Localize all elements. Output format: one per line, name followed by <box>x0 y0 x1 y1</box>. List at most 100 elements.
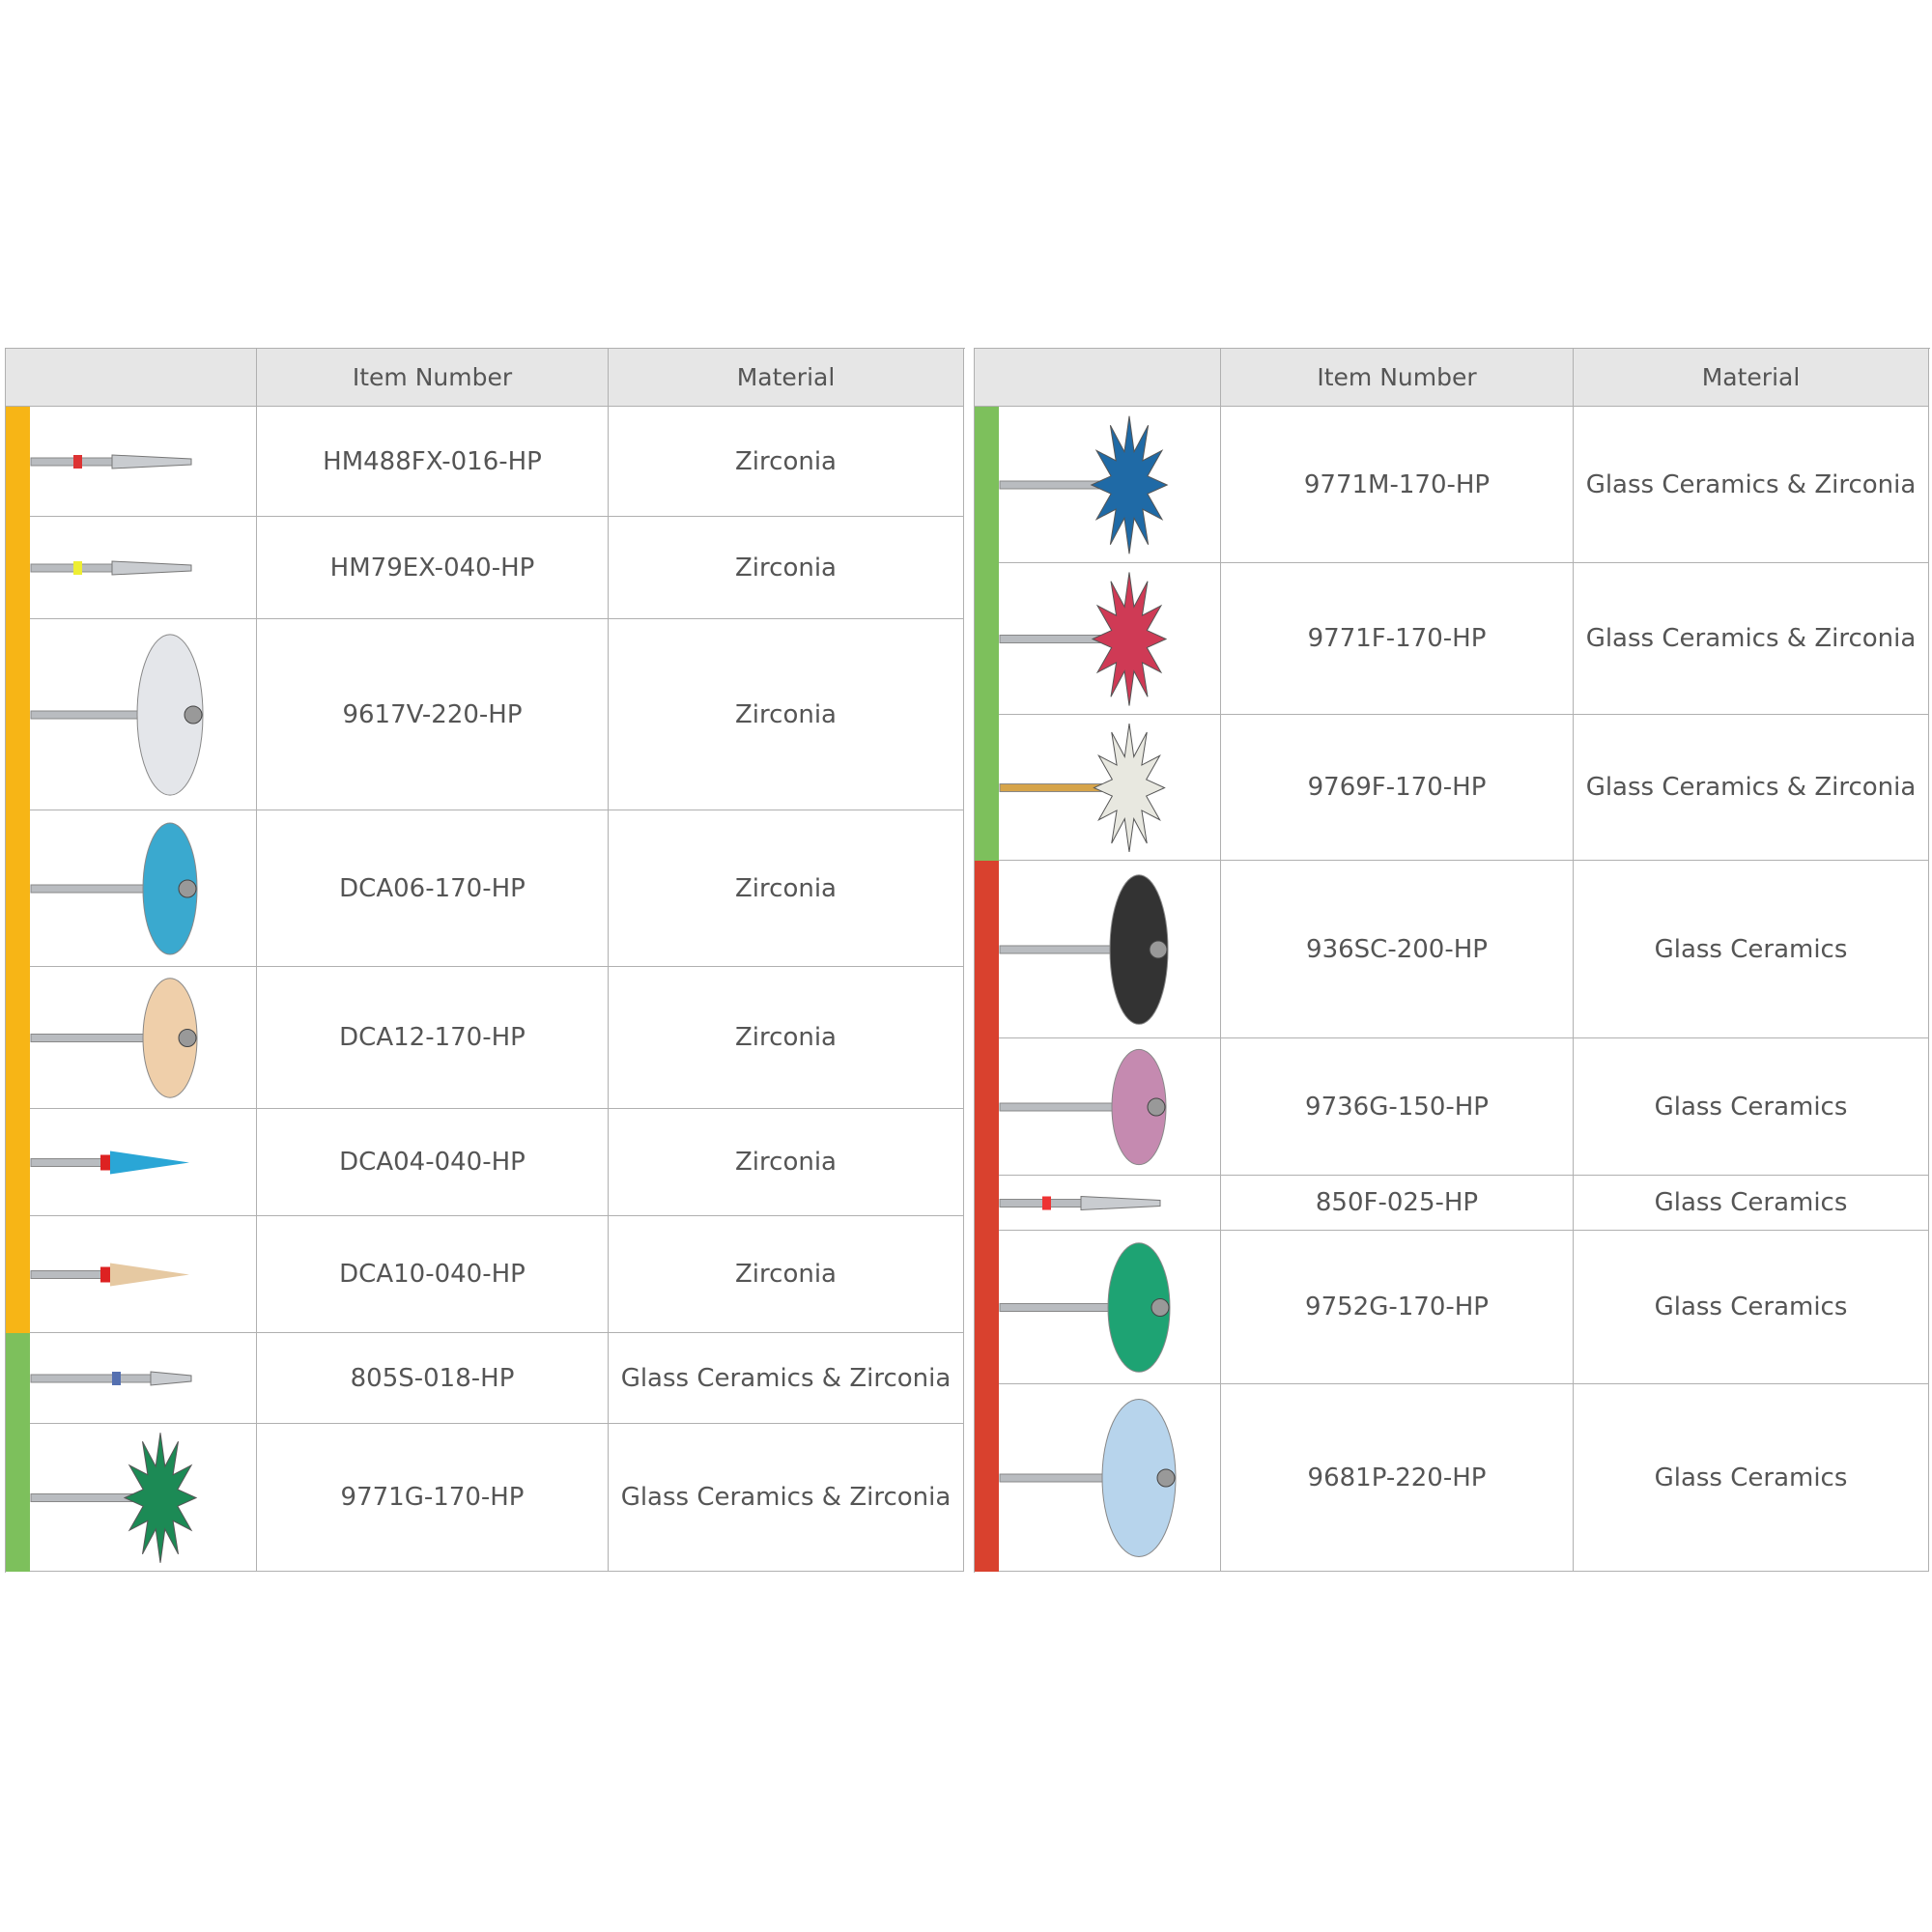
image-cell <box>975 861 1221 1038</box>
tool-image <box>6 1424 198 1572</box>
material: Glass Ceramics <box>1574 1231 1929 1384</box>
item-number: 9752G-170-HP <box>1221 1231 1574 1384</box>
image-cell <box>975 1231 1221 1384</box>
band <box>100 1266 110 1283</box>
category-bar <box>6 810 30 967</box>
disc <box>136 634 204 796</box>
header-cell <box>975 349 1221 407</box>
category-bar <box>6 967 30 1109</box>
tool-image <box>975 1176 1161 1231</box>
item-number: 936SC-200-HP <box>1221 861 1574 1038</box>
image-cell <box>975 407 1221 563</box>
band <box>73 455 82 469</box>
table: Item Number Material HM488FX-016-HP Zirconi… <box>5 348 965 1573</box>
table: Item Number Material 9771M-170-HP Glass Cer… <box>974 348 1930 1573</box>
item-number: 9681P-220-HP <box>1221 1384 1574 1572</box>
category-bar <box>975 407 999 563</box>
tool-image <box>6 810 198 967</box>
material: Glass Ceramics <box>1574 1038 1929 1176</box>
material: Glass Ceramics & Zirconia <box>1574 407 1929 563</box>
material: Zirconia <box>609 1109 964 1216</box>
tool-image <box>975 1038 1167 1176</box>
burr-head <box>1080 1195 1161 1211</box>
tool-image <box>975 1384 1177 1572</box>
image-cell <box>975 1176 1221 1231</box>
material: Zirconia <box>609 1216 964 1333</box>
category-bar <box>975 1384 999 1572</box>
cone-head <box>110 1151 189 1175</box>
image-cell <box>6 619 257 810</box>
item-number: 9771F-170-HP <box>1221 563 1574 715</box>
image-cell <box>975 1384 1221 1572</box>
header-item-number: Item Number <box>257 349 609 407</box>
brush-head <box>1091 572 1168 706</box>
hub <box>178 1029 197 1047</box>
tool-image <box>975 407 1169 563</box>
category-bar <box>975 1176 999 1231</box>
image-cell <box>975 715 1221 861</box>
band <box>100 1154 110 1171</box>
category-bar <box>975 1038 999 1176</box>
material: Glass Ceramics & Zirconia <box>1574 715 1929 861</box>
material: Glass Ceramics <box>1574 861 1929 1038</box>
band <box>112 1372 121 1385</box>
item-number: 9771M-170-HP <box>1221 407 1574 563</box>
category-bar <box>975 861 999 1038</box>
image-cell <box>6 1424 257 1572</box>
category-bar <box>6 1109 30 1216</box>
item-number: 850F-025-HP <box>1221 1176 1574 1231</box>
category-bar <box>975 1231 999 1384</box>
shank <box>30 1270 113 1279</box>
header-material: Material <box>1574 349 1929 407</box>
hub <box>1151 1298 1170 1317</box>
disc <box>1101 1399 1177 1557</box>
category-bar <box>6 517 30 619</box>
category-bar <box>6 1424 30 1572</box>
material: Glass Ceramics <box>1574 1176 1929 1231</box>
shank <box>30 1158 113 1167</box>
tool-image <box>975 563 1168 715</box>
image-cell <box>6 1333 257 1424</box>
disc <box>1107 1242 1171 1373</box>
band <box>73 561 82 575</box>
tool-image <box>975 1231 1171 1384</box>
item-number: DCA04-040-HP <box>257 1109 609 1216</box>
item-number: 9771G-170-HP <box>257 1424 609 1572</box>
image-cell <box>975 563 1221 715</box>
image-cell <box>6 517 257 619</box>
cone-head <box>110 1263 189 1287</box>
item-number: 805S-018-HP <box>257 1333 609 1424</box>
category-bar <box>6 619 30 810</box>
material: Glass Ceramics & Zirconia <box>609 1333 964 1424</box>
tool-image <box>975 861 1169 1038</box>
material: Zirconia <box>609 810 964 967</box>
category-bar <box>6 1333 30 1424</box>
category-bar <box>6 407 30 517</box>
header-material: Material <box>609 349 964 407</box>
tool-image <box>6 517 192 619</box>
image-cell <box>975 1038 1221 1176</box>
item-number: HM79EX-040-HP <box>257 517 609 619</box>
tool-image <box>6 1333 192 1424</box>
hub <box>1156 1468 1176 1488</box>
tool-image <box>6 1216 189 1333</box>
disc <box>142 822 198 955</box>
burr-head <box>111 454 192 469</box>
disc <box>1109 874 1169 1025</box>
item-number: HM488FX-016-HP <box>257 407 609 517</box>
material: Zirconia <box>609 619 964 810</box>
item-number: 9736G-150-HP <box>1221 1038 1574 1176</box>
tool-image <box>6 967 198 1109</box>
material: Glass Ceramics & Zirconia <box>609 1424 964 1572</box>
hub <box>1149 940 1168 959</box>
tool-image <box>6 1109 189 1216</box>
disc <box>142 978 198 1098</box>
material: Zirconia <box>609 407 964 517</box>
material: Glass Ceramics <box>1574 1384 1929 1572</box>
tool-image <box>975 715 1166 861</box>
material: Zirconia <box>609 517 964 619</box>
burr-head <box>150 1371 192 1386</box>
item-number: 9769F-170-HP <box>1221 715 1574 861</box>
header-cell <box>6 349 257 407</box>
